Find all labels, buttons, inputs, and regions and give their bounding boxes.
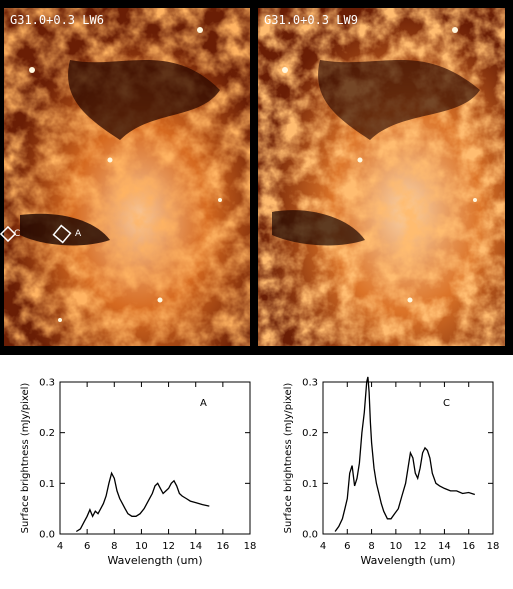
plot-frame xyxy=(59,381,251,535)
x-tick-label: 4 xyxy=(57,541,63,552)
x-axis-label: Wavelength (um) xyxy=(107,554,202,567)
x-tick-label: 16 xyxy=(216,541,229,552)
y-tick-label: 0.2 xyxy=(302,428,318,439)
y-axis-label: Surface brightness (mJy/pixel) xyxy=(283,383,294,534)
y-tick-label: 0.0 xyxy=(302,530,318,541)
x-tick-label: 10 xyxy=(135,541,148,552)
x-tick-label: 10 xyxy=(389,541,402,552)
map-lw6 xyxy=(0,8,250,346)
marker-label-a: A xyxy=(75,229,82,239)
x-tick-label: 4 xyxy=(320,541,326,552)
map-label-lw6: G31.0+0.3 LW6 xyxy=(10,13,104,27)
spectrum-plot-c: 4 6 8 10 12 14 16 18 0.0 0.1 0.2 0.3 C Wavelength (um… xyxy=(283,376,500,567)
x-tick-label: 6 xyxy=(84,541,90,552)
x-tick-label: 16 xyxy=(462,541,475,552)
y-tick-label: 0.1 xyxy=(39,479,55,490)
aperture-box-left xyxy=(0,225,17,243)
y-tick-label: 0.3 xyxy=(39,378,55,389)
spectrum-line xyxy=(334,376,476,532)
map-lw9 xyxy=(258,8,505,346)
y-tick-label: 0.1 xyxy=(302,479,318,490)
plot-frame xyxy=(322,381,494,535)
map-label-lw9: G31.0+0.3 LW9 xyxy=(264,13,358,27)
x-tick-label: 6 xyxy=(344,541,350,552)
x-tick-label: 8 xyxy=(111,541,117,552)
x-axis-label: Wavelength (um) xyxy=(360,554,455,567)
y-tick-label: 0.0 xyxy=(39,530,55,541)
y-axis-label: Surface brightness (mJy/pixel) xyxy=(20,383,31,534)
x-tick-label: 14 xyxy=(189,541,202,552)
x-tick-label: 18 xyxy=(244,541,257,552)
spectrum-line xyxy=(75,471,210,533)
panel-label: A xyxy=(200,398,207,409)
x-tick-label: 18 xyxy=(487,541,500,552)
x-tick-label: 12 xyxy=(414,541,427,552)
aperture-box-a xyxy=(52,224,72,244)
panel-label: C xyxy=(443,398,450,409)
y-tick-label: 0.3 xyxy=(302,378,318,389)
x-tick-label: 8 xyxy=(368,541,374,552)
spectrum-plot-a: 4 6 8 10 12 14 16 18 0.0 0.1 0.2 0.3 A Wavelength (um… xyxy=(20,378,256,568)
x-tick-label: 12 xyxy=(162,541,175,552)
marker-label-c: C xyxy=(14,229,20,239)
x-tick-label: 14 xyxy=(438,541,451,552)
y-tick-label: 0.2 xyxy=(39,428,55,439)
